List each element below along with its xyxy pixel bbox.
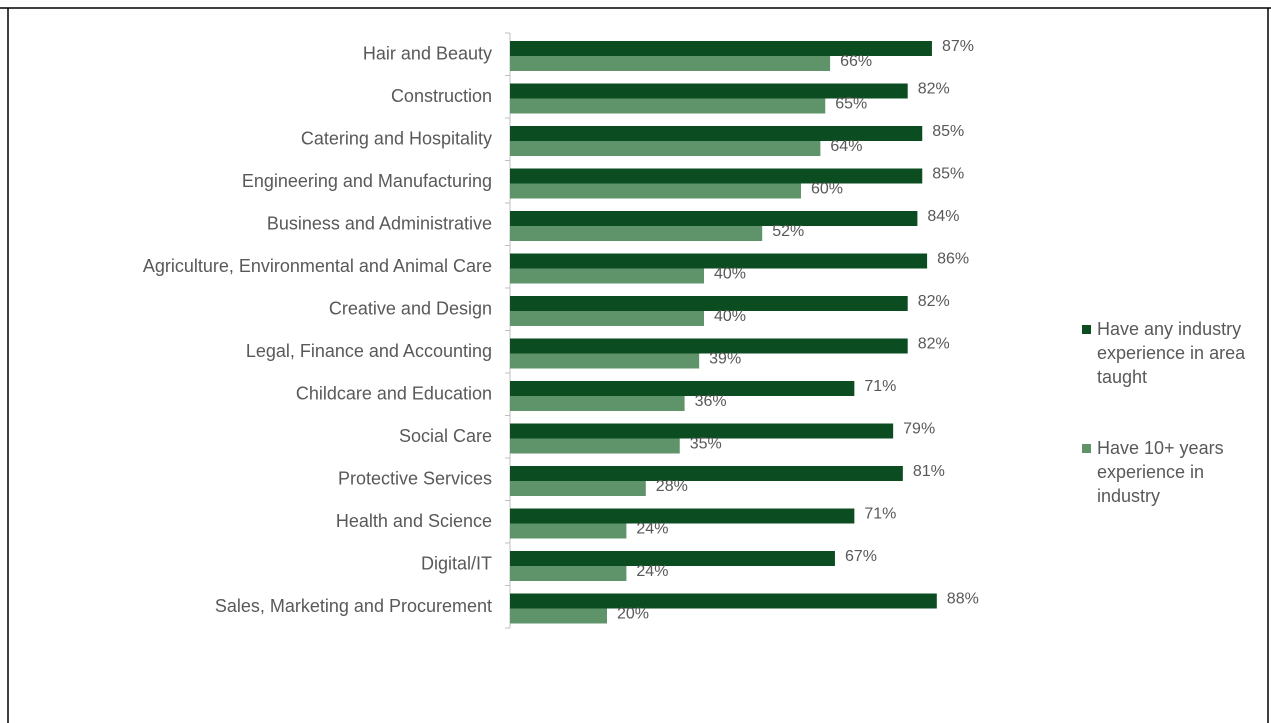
category-label: Engineering and Manufacturing: [242, 171, 492, 191]
bar-10-plus-years: [510, 566, 627, 581]
bar-any-experience: [510, 126, 923, 141]
bar-10-plus-years: [510, 608, 607, 624]
data-label: 39%: [709, 351, 741, 368]
legend-label: taught: [1097, 367, 1147, 387]
data-label: 82%: [918, 336, 950, 353]
data-label: 81%: [913, 463, 945, 480]
bar-any-experience: [510, 168, 923, 184]
data-label: 85%: [932, 166, 964, 183]
category-label: Business and Administrative: [267, 213, 492, 233]
bar-10-plus-years: [510, 353, 700, 369]
data-label: 65%: [835, 96, 867, 113]
bar-any-experience: [510, 508, 855, 524]
data-label: 52%: [772, 223, 804, 240]
data-label: 67%: [845, 548, 877, 565]
bar-any-experience: [510, 211, 918, 226]
legend-label: industry: [1097, 486, 1160, 506]
data-label: 82%: [918, 293, 950, 310]
data-label: 36%: [695, 393, 727, 410]
data-label: 20%: [617, 606, 649, 623]
bar-10-plus-years: [510, 268, 704, 284]
legend-label: experience in: [1097, 462, 1204, 482]
bar-any-experience: [510, 83, 908, 99]
bar-any-experience: [510, 253, 928, 269]
legend-label: Have any industry: [1097, 319, 1241, 339]
category-label: Social Care: [399, 426, 492, 446]
bar-10-plus-years: [510, 311, 704, 326]
bar-any-experience: [510, 381, 855, 396]
data-label: 71%: [864, 506, 896, 523]
data-label: 86%: [937, 251, 969, 268]
bar-any-experience: [510, 423, 894, 439]
legend-label: Have 10+ years: [1097, 438, 1224, 458]
bar-any-experience: [510, 296, 908, 311]
category-label: Protective Services: [338, 468, 492, 488]
category-label: Agriculture, Environmental and Animal Ca…: [143, 256, 492, 276]
data-label: 84%: [927, 208, 959, 225]
category-label: Creative and Design: [329, 298, 492, 318]
data-label: 35%: [690, 436, 722, 453]
data-label: 71%: [864, 378, 896, 395]
category-label: Digital/IT: [421, 553, 492, 573]
data-label: 24%: [636, 521, 668, 538]
data-label: 28%: [656, 478, 688, 495]
data-label: 40%: [714, 308, 746, 325]
category-label: Construction: [391, 86, 492, 106]
bar-10-plus-years: [510, 183, 801, 199]
legend-swatch: [1082, 325, 1091, 334]
category-label: Childcare and Education: [296, 383, 492, 403]
category-label: Sales, Marketing and Procurement: [215, 596, 492, 616]
bar-10-plus-years: [510, 141, 821, 156]
category-label: Legal, Finance and Accounting: [246, 341, 492, 361]
category-label: Health and Science: [336, 511, 492, 531]
category-label: Hair and Beauty: [363, 43, 492, 63]
bar-any-experience: [510, 593, 937, 609]
data-label: 24%: [636, 563, 668, 580]
bar-10-plus-years: [510, 481, 646, 496]
bar-10-plus-years: [510, 523, 627, 539]
data-label: 85%: [932, 123, 964, 140]
data-label: 88%: [947, 591, 979, 608]
bar-10-plus-years: [510, 396, 685, 411]
category-label: Catering and Hospitality: [301, 128, 492, 148]
legend-swatch: [1082, 444, 1091, 453]
data-label: 60%: [811, 181, 843, 198]
bar-any-experience: [510, 41, 932, 56]
data-label: 40%: [714, 266, 746, 283]
data-label: 79%: [903, 421, 935, 438]
data-label: 87%: [942, 38, 974, 55]
plot-area: Hair and Beauty 87% 66% Construction 82% 65% C…: [143, 32, 979, 629]
data-label: 64%: [830, 138, 862, 155]
bar-any-experience: [510, 551, 835, 566]
data-label: 82%: [918, 81, 950, 98]
bar-10-plus-years: [510, 56, 831, 71]
bar-10-plus-years: [510, 98, 826, 114]
bar-any-experience: [510, 466, 903, 481]
bar-any-experience: [510, 338, 908, 354]
bar-10-plus-years: [510, 226, 763, 241]
bar-10-plus-years: [510, 438, 680, 454]
legend: Have any industry experience in area taugh…: [1082, 319, 1246, 506]
legend-label: experience in area: [1097, 343, 1246, 363]
data-label: 66%: [840, 53, 872, 70]
